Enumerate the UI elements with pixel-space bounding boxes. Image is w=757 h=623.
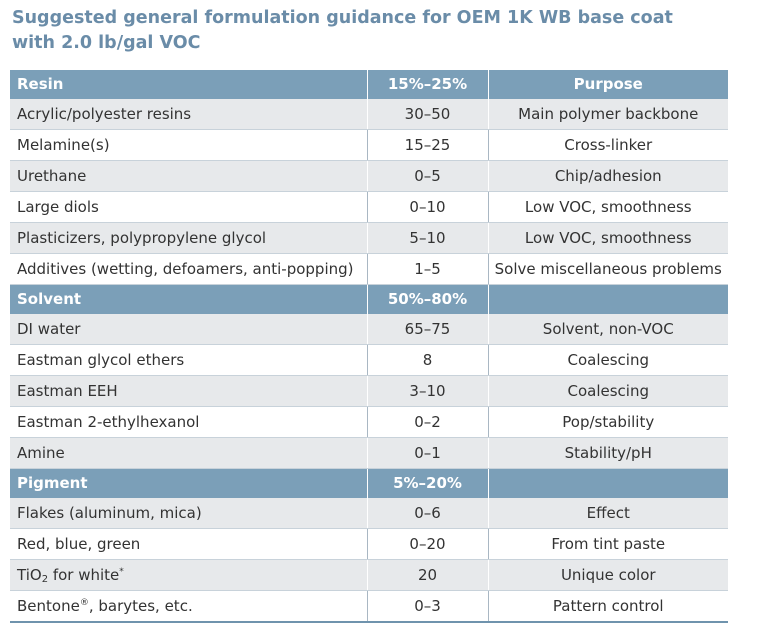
amount-cell: 0–1 <box>366 437 488 469</box>
purpose-cell: Pattern control <box>487 590 728 623</box>
ingredient-cell: Amine <box>10 437 367 469</box>
purpose-cell: Main polymer backbone <box>487 99 728 130</box>
section-name: Resin <box>10 70 367 99</box>
page-title: Suggested general formulation guidance f… <box>12 6 732 56</box>
purpose-cell: Coalescing <box>487 344 728 376</box>
ingredient-cell: Large diols <box>10 191 367 223</box>
ingredient-cell: Additives (wetting, defoamers, anti-popp… <box>10 253 367 285</box>
section-range: 15%–25% <box>366 70 488 99</box>
amount-cell: 5–10 <box>366 222 488 254</box>
table-row: Additives (wetting, defoamers, anti-popp… <box>10 253 728 285</box>
purpose-cell: Solvent, non-VOC <box>487 314 728 345</box>
amount-cell: 3–10 <box>366 375 488 407</box>
table-row: Amine 0–1 Stability/pH <box>10 437 728 469</box>
amount-cell: 0–10 <box>366 191 488 223</box>
subscript-2: 2 <box>41 574 49 585</box>
amount-cell: 0–3 <box>366 590 488 623</box>
amount-cell: 0–20 <box>366 528 488 560</box>
section-name: Solvent <box>10 284 367 314</box>
amount-cell: 65–75 <box>366 314 488 345</box>
ingredient-cell: Urethane <box>10 160 367 192</box>
section-header-solvent: Solvent 50%–80% <box>10 284 728 314</box>
ingredient-cell: Eastman glycol ethers <box>10 344 367 376</box>
amount-cell: 0–6 <box>366 498 488 529</box>
table-row: Eastman 2-ethylhexanol 0–2 Pop/stability <box>10 406 728 438</box>
amount-cell: 15–25 <box>366 129 488 161</box>
title-line-2: with 2.0 lb/gal VOC <box>12 33 201 53</box>
ingredient-cell: Eastman EEH <box>10 375 367 407</box>
table-row: Flakes (aluminum, mica) 0–6 Effect <box>10 498 728 529</box>
purpose-cell: From tint paste <box>487 528 728 560</box>
section-header-resin: Resin 15%–25% Purpose <box>10 70 728 99</box>
formulation-table: Resin 15%–25% Purpose Acrylic/polyester … <box>10 70 728 623</box>
purpose-cell: Effect <box>487 498 728 529</box>
amount-cell: 20 <box>366 559 488 591</box>
table-row: Bentone®, barytes, etc. 0–3 Pattern cont… <box>10 590 728 623</box>
amount-cell: 0–2 <box>366 406 488 438</box>
ingredient-cell: Plasticizers, polypropylene glycol <box>10 222 367 254</box>
section-header-blank <box>487 468 728 498</box>
table-row: DI water 65–75 Solvent, non-VOC <box>10 314 728 345</box>
purpose-column-header: Purpose <box>487 70 728 99</box>
purpose-cell: Pop/stability <box>487 406 728 438</box>
table-row: Acrylic/polyester resins 30–50 Main poly… <box>10 99 728 130</box>
purpose-cell: Cross-linker <box>487 129 728 161</box>
ingredient-cell: Acrylic/polyester resins <box>10 99 367 130</box>
title-line-1: Suggested general formulation guidance f… <box>12 8 673 28</box>
footnote-mark: * <box>119 567 124 577</box>
section-range: 50%–80% <box>366 284 488 314</box>
ingredient-cell: Flakes (aluminum, mica) <box>10 498 367 529</box>
ingredient-base: Bentone <box>17 597 80 615</box>
ingredient-cell: Red, blue, green <box>10 528 367 560</box>
table-row: Eastman EEH 3–10 Coalescing <box>10 375 728 407</box>
purpose-cell: Unique color <box>487 559 728 591</box>
ingredient-cell: DI water <box>10 314 367 345</box>
purpose-cell: Coalescing <box>487 375 728 407</box>
amount-cell: 1–5 <box>366 253 488 285</box>
purpose-cell: Low VOC, smoothness <box>487 191 728 223</box>
table-row: Eastman glycol ethers 8 Coalescing <box>10 344 728 376</box>
purpose-cell: Stability/pH <box>487 437 728 469</box>
amount-cell: 8 <box>366 344 488 376</box>
table-row: Red, blue, green 0–20 From tint paste <box>10 528 728 560</box>
amount-cell: 30–50 <box>366 99 488 130</box>
ingredient-base: TiO <box>17 566 42 584</box>
registered-mark: ® <box>79 598 89 608</box>
ingredient-cell: Eastman 2-ethylhexanol <box>10 406 367 438</box>
table-row: Plasticizers, polypropylene glycol 5–10 … <box>10 222 728 254</box>
table-row: TiO2 for white* 20 Unique color <box>10 559 728 591</box>
ingredient-cell: Melamine(s) <box>10 129 367 161</box>
ingredient-cell: Bentone®, barytes, etc. <box>10 590 367 623</box>
section-name: Pigment <box>10 468 367 498</box>
table-row: Urethane 0–5 Chip/adhesion <box>10 160 728 192</box>
section-header-pigment: Pigment 5%–20% <box>10 468 728 498</box>
purpose-cell: Solve miscellaneous problems <box>487 253 728 285</box>
ingredient-rest: , barytes, etc. <box>88 597 193 615</box>
ingredient-cell: TiO2 for white* <box>10 559 367 591</box>
purpose-cell: Chip/adhesion <box>487 160 728 192</box>
purpose-cell: Low VOC, smoothness <box>487 222 728 254</box>
section-range: 5%–20% <box>366 468 488 498</box>
table-row: Melamine(s) 15–25 Cross-linker <box>10 129 728 161</box>
table-row: Large diols 0–10 Low VOC, smoothness <box>10 191 728 223</box>
section-header-blank <box>487 284 728 314</box>
amount-cell: 0–5 <box>366 160 488 192</box>
ingredient-rest: for white <box>48 566 120 584</box>
